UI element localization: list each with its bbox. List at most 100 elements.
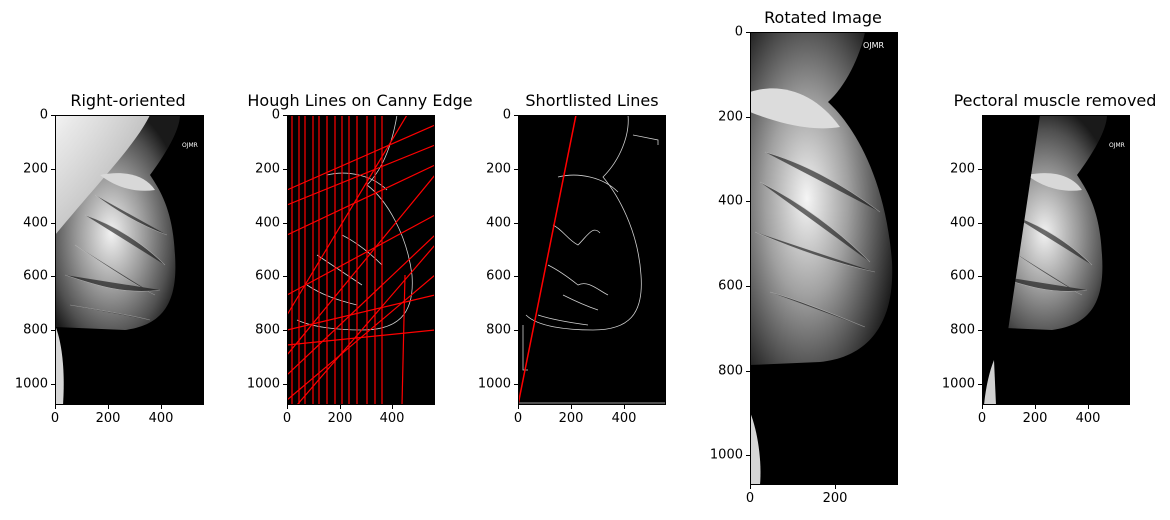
y-tick	[978, 384, 982, 385]
y-tick-label: 600	[950, 268, 975, 284]
x-tick	[392, 405, 393, 409]
y-tick-label: 400	[718, 193, 743, 209]
y-tick-label: 200	[23, 161, 48, 177]
shortlisted-line	[518, 115, 577, 405]
x-tick-label: 0	[513, 411, 523, 426]
x-tick-label: 400	[379, 411, 405, 426]
x-tick	[624, 405, 625, 409]
y-tick-label: 800	[950, 322, 975, 338]
x-tick-label: 200	[1022, 411, 1048, 426]
y-tick-label: 600	[23, 268, 48, 284]
x-tick	[161, 405, 162, 409]
x-tick-label: 200	[95, 411, 121, 426]
x-tick-label: 400	[1075, 411, 1101, 426]
panel-title: Hough Lines on Canny Edge	[247, 91, 473, 110]
y-tick	[978, 276, 982, 277]
marker-text: OJMR	[182, 142, 198, 149]
rotated-image: OJMR	[750, 32, 898, 485]
y-tick-label: 200	[718, 109, 743, 125]
x-tick-label: 0	[50, 411, 60, 426]
y-tick-label: 600	[718, 278, 743, 294]
x-tick-label: 0	[282, 411, 292, 426]
x-tick-label: 200	[558, 411, 584, 426]
x-tick-label: 400	[148, 411, 174, 426]
x-tick	[287, 405, 288, 409]
x-tick	[55, 405, 56, 409]
y-tick	[514, 223, 518, 224]
y-tick	[283, 115, 287, 116]
y-tick	[283, 330, 287, 331]
y-tick	[746, 201, 750, 202]
y-tick	[978, 223, 982, 224]
panel-title: Shortlisted Lines	[525, 91, 659, 110]
pectoral-removed-image: OJMR	[982, 115, 1130, 405]
y-tick-label: 400	[950, 215, 975, 231]
x-tick	[108, 405, 109, 409]
mammogram-image: OJMR	[55, 115, 204, 405]
x-tick-label: 0	[977, 411, 987, 426]
x-tick	[835, 485, 836, 489]
y-tick-label: 800	[255, 322, 280, 338]
y-tick	[283, 223, 287, 224]
y-tick	[283, 384, 287, 385]
y-tick	[978, 330, 982, 331]
y-tick-label: 600	[255, 268, 280, 284]
y-tick-label: 1000	[246, 376, 280, 392]
y-tick	[514, 276, 518, 277]
x-tick	[518, 405, 519, 409]
y-tick-label: 1000	[14, 376, 48, 392]
hough-lines-image	[287, 115, 435, 405]
y-tick-label: 0	[734, 24, 743, 40]
x-tick	[982, 405, 983, 409]
y-tick-label: 1000	[709, 447, 743, 463]
y-tick-label: 800	[23, 322, 48, 338]
y-tick	[51, 169, 55, 170]
x-tick-label: 200	[822, 491, 848, 506]
y-tick	[514, 115, 518, 116]
y-tick-label: 1000	[477, 376, 511, 392]
y-tick	[514, 169, 518, 170]
x-tick	[340, 405, 341, 409]
y-tick-label: 200	[950, 161, 975, 177]
marker-text: OJMR	[863, 41, 885, 50]
shortlisted-lines-image	[518, 115, 666, 405]
panel-title: Right-oriented	[70, 91, 186, 110]
y-tick	[514, 384, 518, 385]
y-tick	[51, 276, 55, 277]
y-tick-label: 0	[271, 107, 280, 123]
x-tick	[571, 405, 572, 409]
y-tick-label: 400	[23, 215, 48, 231]
y-tick	[51, 330, 55, 331]
y-tick	[746, 32, 750, 33]
y-tick-label: 1000	[941, 376, 975, 392]
y-tick	[51, 115, 55, 116]
y-tick	[746, 371, 750, 372]
marker-text: OJMR	[1109, 142, 1125, 149]
y-tick	[746, 286, 750, 287]
x-tick-label: 400	[611, 411, 637, 426]
y-tick-label: 200	[486, 161, 511, 177]
y-tick-label: 0	[39, 107, 48, 123]
y-tick	[978, 169, 982, 170]
y-tick	[51, 384, 55, 385]
y-tick-label: 600	[486, 268, 511, 284]
y-tick	[746, 117, 750, 118]
x-tick-label: 0	[745, 491, 755, 506]
y-tick	[514, 330, 518, 331]
x-tick	[1088, 405, 1089, 409]
y-tick-label: 800	[486, 322, 511, 338]
y-tick	[283, 276, 287, 277]
y-tick-label: 400	[486, 215, 511, 231]
y-tick	[746, 455, 750, 456]
y-tick-label: 0	[502, 107, 511, 123]
y-tick	[283, 169, 287, 170]
x-tick-label: 200	[327, 411, 353, 426]
panel-title: Pectoral muscle removed	[953, 91, 1157, 110]
panel-title: Rotated Image	[764, 8, 882, 27]
y-tick-label: 400	[255, 215, 280, 231]
x-tick	[1035, 405, 1036, 409]
x-tick	[750, 485, 751, 489]
y-tick	[51, 223, 55, 224]
y-tick-label: 200	[255, 161, 280, 177]
